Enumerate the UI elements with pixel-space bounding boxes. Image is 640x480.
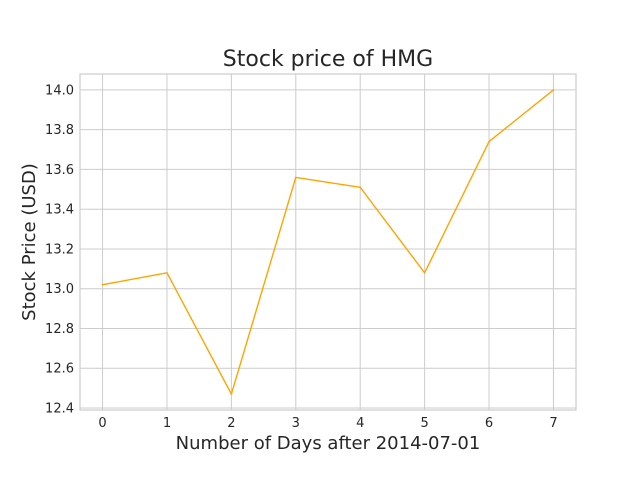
y-axis-label: Stock Price (USD) <box>19 163 40 321</box>
y-tick-label: 13.6 <box>45 163 74 178</box>
x-tick-label: 2 <box>227 416 235 431</box>
y-tick-label: 13.0 <box>45 282 74 297</box>
x-axis-label: Number of Days after 2014-07-01 <box>176 433 481 454</box>
data-point <box>552 89 555 91</box>
x-tick-label: 1 <box>163 416 171 431</box>
x-tick-label: 5 <box>420 416 428 431</box>
y-axis-ticks: 12.4 12.6 12.8 13.0 13.2 13.4 13.6 13.8 14.0 <box>45 83 74 416</box>
data-point <box>101 283 104 286</box>
y-tick-label: 14.0 <box>45 83 74 98</box>
x-tick-label: 7 <box>549 416 557 431</box>
y-tick-label: 13.8 <box>45 123 74 138</box>
y-tick-label: 12.6 <box>45 362 74 377</box>
data-point <box>423 272 426 274</box>
x-tick-label: 6 <box>485 416 493 431</box>
data-point <box>166 272 168 274</box>
y-tick-label: 13.2 <box>45 242 74 257</box>
y-tick-label: 12.8 <box>45 322 74 337</box>
x-tick-label: 3 <box>292 416 300 431</box>
series-line <box>102 89 554 395</box>
data-point <box>359 186 362 189</box>
y-tick-label: 13.4 <box>45 203 74 218</box>
y-tick-label: 12.4 <box>45 402 74 417</box>
data-point <box>488 140 490 143</box>
x-axis-ticks: 0 1 2 3 4 5 6 7 <box>98 416 557 431</box>
plot-frame <box>79 73 577 411</box>
x-tick-label: 4 <box>356 416 364 431</box>
data-point <box>294 176 297 179</box>
data-point <box>230 393 233 395</box>
series-group <box>101 89 555 395</box>
x-tick-label: 0 <box>98 416 106 431</box>
chart-title: Stock price of HMG <box>223 47 433 72</box>
grid <box>80 74 576 410</box>
